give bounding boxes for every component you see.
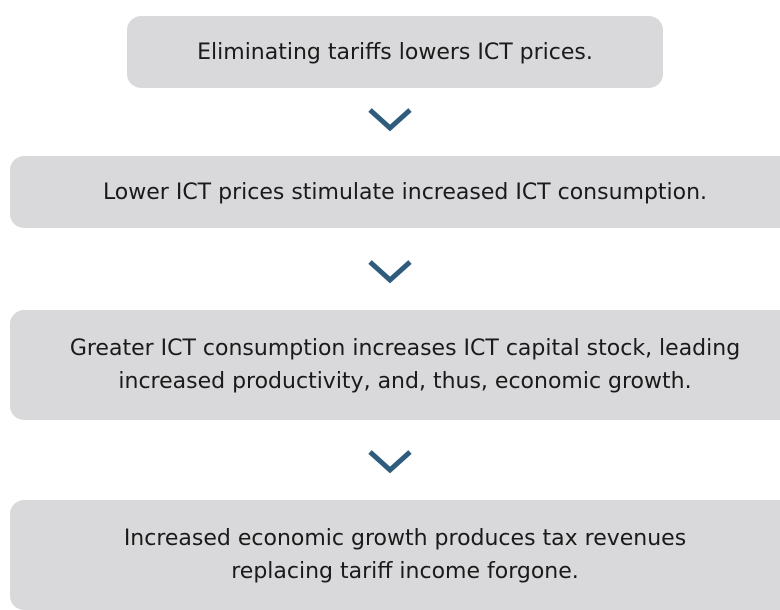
step-text: Increased economic growth produces tax r…	[123, 526, 687, 551]
step-text: Eliminating tariffs lowers ICT prices.	[197, 39, 593, 65]
step-box: Lower ICT prices stimulate increased ICT…	[10, 156, 780, 228]
chevron	[368, 450, 412, 474]
chevron	[368, 260, 412, 284]
chevron	[368, 108, 412, 132]
step-box: Increased economic growth produces tax r…	[10, 500, 780, 610]
step-box: Greater ICT consumption increases ICT ca…	[10, 310, 780, 420]
step-text: replacing tariff income forgone.	[231, 559, 579, 584]
step-text: increased productivity, and, thus, econo…	[118, 369, 692, 394]
step-text: Lower ICT prices stimulate increased ICT…	[102, 179, 708, 205]
step-text: Greater ICT consumption increases ICT ca…	[69, 336, 741, 361]
step-box: Eliminating tariffs lowers ICT prices.	[127, 16, 663, 88]
